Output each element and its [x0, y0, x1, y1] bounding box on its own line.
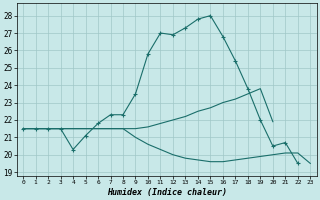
X-axis label: Humidex (Indice chaleur): Humidex (Indice chaleur) [107, 188, 227, 197]
